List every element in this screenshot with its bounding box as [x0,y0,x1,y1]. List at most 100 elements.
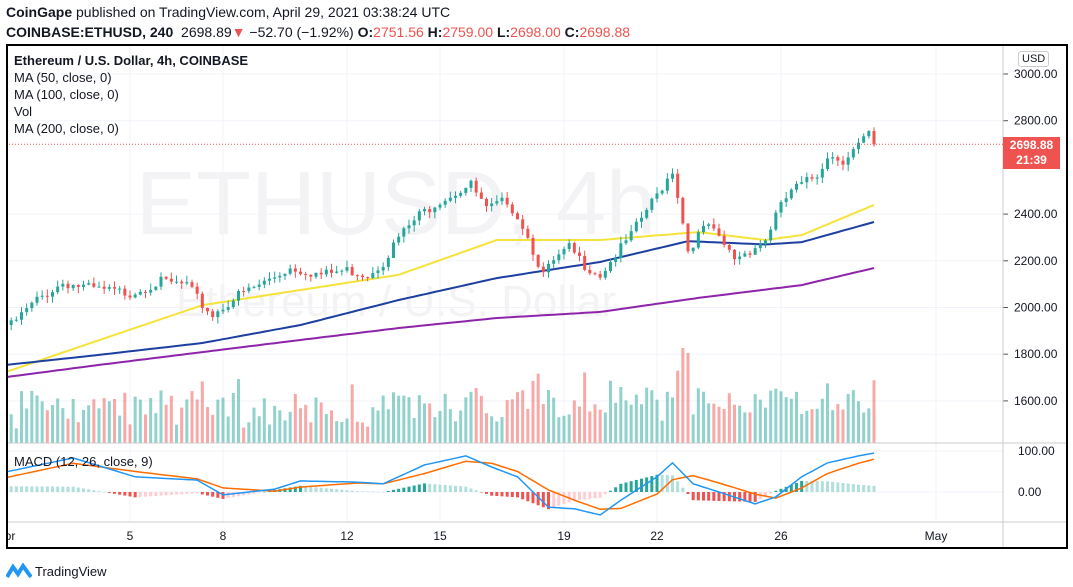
candle-body [676,173,680,198]
candle-body [45,295,49,297]
macd-histogram-bar [681,487,685,492]
high-label: H: [427,24,443,40]
candle-body [779,202,783,213]
candle-body [361,275,364,278]
volume-bar [9,414,13,443]
candle-body [252,286,256,288]
volume-bar [547,390,550,443]
candle-body [283,273,287,276]
macd-histogram-bar [61,486,65,492]
macd-histogram-bar [795,482,798,492]
volume-bar [857,401,860,443]
candle-body [671,173,674,179]
y-tick-label: 2800.00 [1014,114,1058,128]
legend-ma50[interactable]: MA (50, close, 0) [14,70,112,85]
candle-body [469,180,473,188]
chart-area[interactable]: ETHUSD, 4h Ethereum / U.S. Dollar 3000.0… [6,44,1068,550]
candle-body [247,287,251,292]
macd-histogram-bar [417,484,421,492]
volume-bar [159,390,163,443]
candle-body [578,252,581,257]
currency-button[interactable]: USD [1018,51,1050,67]
volume-bar [428,403,432,443]
candle-body [262,280,266,285]
candle-body [242,291,246,293]
volume-bar [366,426,370,443]
macd-histogram-bar [753,492,757,502]
volume-bar [175,424,178,443]
volume-bar [211,414,215,443]
macd-histogram-bar [138,492,142,497]
volume-bar [872,380,876,443]
candle-body [417,211,421,221]
volume-bar [696,388,700,443]
macd-histogram-bar [789,484,793,492]
candle-body [169,278,173,282]
volume-bar [386,409,390,443]
volume-bar [779,391,783,443]
down-triangle-icon: ▼ [231,24,246,40]
macd-histogram-bar [495,492,499,497]
candle-body [35,296,39,303]
macd-histogram-bar [645,477,649,492]
x-tick-label: 22 [650,529,664,543]
volume-bar [433,417,437,443]
macd-histogram-bar [727,492,731,502]
macd-histogram-bar [102,492,106,493]
candle-body [428,209,432,213]
volume-bar [671,397,674,443]
volume-bar [56,398,60,443]
macd-histogram-bar [340,489,344,492]
macd-histogram-bar [361,491,364,492]
candle-body [857,142,860,150]
legend-ma200[interactable]: MA (200, close, 0) [14,121,119,136]
legend-vol[interactable]: Vol [14,104,33,119]
macd-histogram-bar [355,491,359,492]
candle-body [443,200,447,205]
macd-histogram-bar [660,474,664,492]
macd-histogram-bar [231,492,235,498]
volume-bar [609,380,612,443]
last-price-label: 2698.88 [1009,138,1054,152]
macd-histogram-bar [428,483,432,492]
candle-body [164,276,168,279]
volume-bar [598,409,602,443]
volume-bar [376,410,380,443]
candle-body [278,275,282,278]
close-label: C: [564,24,580,40]
legend-macd[interactable]: MACD (12, 26, close, 9) [14,454,153,469]
macd-histogram-bar [547,492,550,510]
macd-histogram-bar [288,487,292,492]
macd-histogram-bar [175,492,178,495]
volume-bar [727,393,731,443]
volume-bar [123,392,127,443]
volume-bar [748,412,752,443]
macd-histogram-bar [676,481,680,492]
candle-body [800,182,804,184]
volume-bar [397,395,401,443]
legend-ma100[interactable]: MA (100, close, 0) [14,87,119,102]
open-value: 2751.56 [373,24,424,40]
volume-bar [464,397,468,443]
macd-histogram-bar [118,492,122,495]
candle-body [521,219,525,229]
candle-body [789,189,793,199]
macd-histogram-bar [578,492,581,501]
volume-bar [469,391,473,443]
macd-histogram-bar [293,486,297,492]
publish-info: CoinGape published on TradingView.com, A… [6,4,450,20]
candle-body [335,271,339,273]
candle-body [257,284,261,287]
macd-histogram-bar [345,490,349,492]
macd-histogram-bar [216,492,220,498]
volume-bar [769,390,773,443]
candle-body [696,232,700,248]
macd-histogram-bar [815,481,819,492]
ma50-line [6,204,875,373]
volume-bar [495,421,499,443]
volume-bar [567,414,571,443]
tradingview-logo[interactable]: TradingView [6,563,107,579]
macd-histogram-bar [381,492,385,493]
macd-histogram-bar [500,492,504,497]
volume-bar [180,407,184,443]
